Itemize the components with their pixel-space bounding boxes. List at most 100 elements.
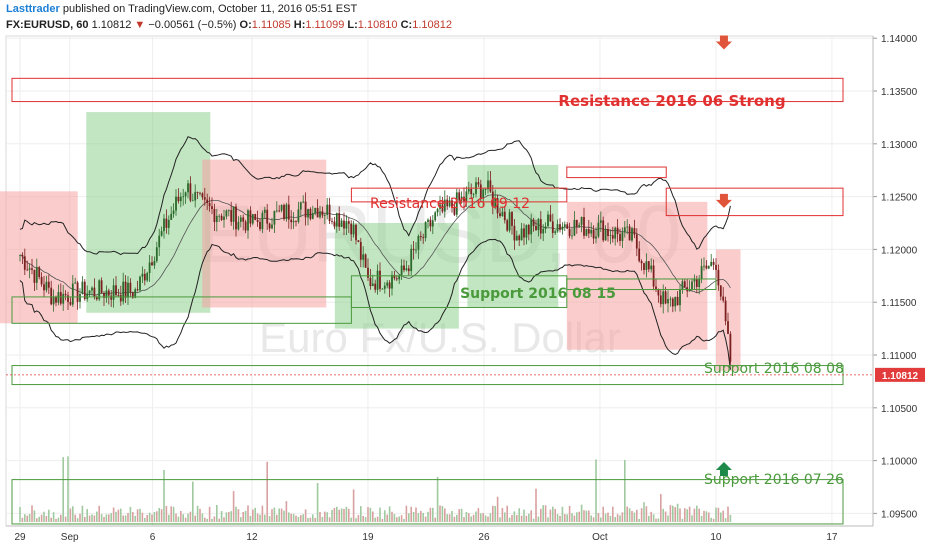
candle-body bbox=[283, 204, 285, 220]
candle-body bbox=[26, 269, 29, 271]
volume-bar bbox=[69, 508, 72, 522]
volume-bar bbox=[489, 513, 492, 522]
candle-body bbox=[652, 265, 655, 287]
volume-bar bbox=[208, 506, 211, 522]
candle-body bbox=[707, 266, 710, 269]
volume-bar bbox=[67, 456, 69, 522]
candle-body bbox=[151, 262, 153, 266]
time-axis[interactable]: 29 Sep 6 12 19 26 Oct 10 17 bbox=[6, 525, 873, 543]
x-tick-label: Sep bbox=[61, 532, 79, 543]
volume-bar bbox=[573, 515, 576, 522]
candle-body bbox=[530, 219, 533, 235]
volume-bar bbox=[369, 507, 372, 522]
volume-bar bbox=[381, 518, 384, 522]
candle-body bbox=[71, 283, 74, 305]
volume-bar bbox=[451, 511, 453, 522]
candle-body bbox=[417, 236, 420, 250]
candle-body bbox=[431, 220, 434, 227]
volume-bar bbox=[165, 505, 168, 522]
volume-bar bbox=[196, 505, 199, 522]
volume-bar bbox=[544, 505, 547, 522]
candle-body bbox=[571, 235, 573, 237]
candle-body bbox=[127, 282, 129, 298]
volume-bar bbox=[280, 508, 283, 522]
candle-body bbox=[703, 265, 705, 267]
candle-body bbox=[722, 296, 725, 301]
candle-body bbox=[254, 214, 257, 220]
volume-bar bbox=[477, 508, 480, 522]
volume-bar bbox=[679, 508, 681, 522]
volume-bar bbox=[576, 512, 578, 522]
volume-bar bbox=[456, 514, 458, 522]
volume-bar bbox=[168, 514, 170, 522]
volume-bar bbox=[172, 506, 175, 522]
candle-body bbox=[208, 202, 211, 207]
volume-bar bbox=[715, 507, 717, 522]
volume-bar bbox=[228, 512, 230, 522]
volume-bar bbox=[120, 508, 122, 522]
candle-body bbox=[184, 192, 187, 197]
volume-bar bbox=[151, 514, 153, 522]
resistance-level-label: Resistance 2016 06 Strong bbox=[558, 92, 785, 110]
low-label: L: bbox=[347, 19, 358, 31]
volume-bar bbox=[252, 509, 254, 522]
candle-body bbox=[616, 227, 619, 235]
volume-bar bbox=[429, 507, 432, 522]
volume-bar bbox=[559, 515, 561, 522]
y-tick-label: 1.12000 bbox=[881, 245, 918, 256]
volume-bar bbox=[547, 517, 549, 522]
volume-bar bbox=[112, 507, 115, 522]
volume-bar bbox=[439, 505, 441, 522]
candle-body bbox=[715, 264, 717, 270]
candle-body bbox=[448, 200, 451, 207]
volume-bar bbox=[76, 518, 79, 522]
candle-body bbox=[573, 219, 576, 236]
volume-bar bbox=[420, 510, 422, 522]
author-link[interactable]: Lasttrader bbox=[6, 3, 60, 15]
candle-body bbox=[323, 215, 326, 216]
volume-bar bbox=[33, 510, 36, 522]
candle-body bbox=[266, 209, 269, 224]
candle-body bbox=[501, 211, 504, 217]
candle-body bbox=[163, 218, 165, 232]
candle-body bbox=[465, 191, 468, 202]
candle-body bbox=[62, 293, 65, 304]
candle-body bbox=[415, 249, 417, 251]
volume-bar bbox=[204, 517, 206, 522]
volume-bar bbox=[254, 507, 256, 522]
candle-body bbox=[700, 266, 703, 279]
volume-bar bbox=[129, 506, 132, 522]
candle-body bbox=[443, 199, 446, 212]
candle-body bbox=[539, 219, 542, 234]
candle-body bbox=[345, 221, 348, 229]
candle-body bbox=[74, 282, 77, 284]
candle-body bbox=[429, 219, 432, 227]
candle-body bbox=[326, 204, 329, 216]
resistance-level-box bbox=[566, 166, 667, 179]
candle-body bbox=[544, 226, 547, 229]
candle-body bbox=[549, 214, 552, 222]
volume-bar bbox=[696, 505, 698, 522]
volume-bar bbox=[446, 514, 448, 522]
volume-bar bbox=[535, 488, 537, 522]
volume-bar bbox=[410, 506, 412, 522]
volume-bar bbox=[444, 508, 446, 522]
volume-bar bbox=[24, 514, 26, 522]
candle-body bbox=[307, 208, 309, 218]
volume-bar bbox=[201, 513, 204, 522]
price-axis[interactable]: 1.09500 1.10000 1.10500 1.11000 1.11500 1.120… bbox=[6, 34, 925, 526]
candle-body bbox=[213, 208, 216, 223]
volume-bar bbox=[148, 512, 151, 522]
volume-bar bbox=[720, 512, 722, 522]
candle-body bbox=[297, 209, 300, 222]
candle-body bbox=[299, 202, 302, 210]
candle-body bbox=[460, 196, 463, 201]
candle-body bbox=[199, 192, 201, 194]
candle-body bbox=[537, 219, 540, 230]
volume-bar bbox=[345, 506, 348, 522]
published-text: published on TradingView.com, October 11… bbox=[62, 3, 358, 15]
candle-body bbox=[261, 212, 264, 230]
candle-body bbox=[170, 213, 173, 220]
candle-body bbox=[391, 274, 393, 289]
